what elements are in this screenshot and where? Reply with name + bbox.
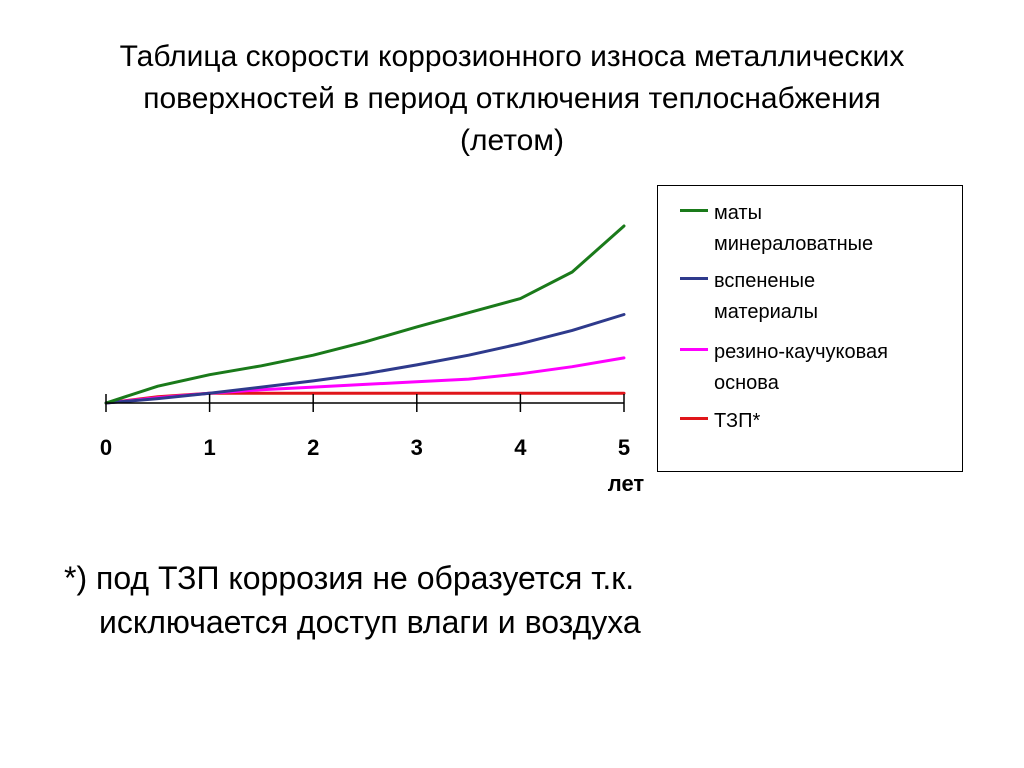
x-tick-label: 0 (100, 435, 112, 460)
x-tick-label: 1 (203, 435, 215, 460)
x-tick-label: 2 (307, 435, 319, 460)
legend: маты минераловатные вспененые материалы … (657, 185, 963, 472)
legend-label: материалы (714, 301, 818, 323)
legend-swatch-mats (680, 209, 708, 212)
legend-label: ТЗП* (714, 410, 761, 432)
x-axis-label: лет (608, 471, 645, 496)
x-axis: 0 1 2 3 4 5 лет (100, 394, 645, 496)
footnote: *) под ТЗП коррозия не образуется т.к. и… (64, 556, 641, 644)
x-tick-label: 5 (618, 435, 630, 460)
series-layer (104, 224, 626, 405)
title-line-3: (летом) (460, 124, 564, 157)
x-tick-label: 4 (514, 435, 527, 460)
legend-label: минераловатные (714, 233, 874, 255)
series-line-1 (104, 313, 626, 405)
page-title: Таблица скорости коррозионного износа ме… (0, 36, 1024, 162)
legend-swatch-rubber (680, 348, 708, 351)
title-line-1: Таблица скорости коррозионного износа ме… (119, 40, 905, 73)
x-tick-label: 3 (411, 435, 423, 460)
legend-label: маты (714, 202, 762, 224)
legend-swatch-tzp (680, 417, 708, 420)
title-line-2: поверхностей в период отключения теплосн… (143, 82, 881, 115)
footnote-line-2: исключается доступ влаги и воздуха (99, 604, 641, 640)
legend-label: резино-каучуковая (714, 341, 888, 363)
footnote-line-1: *) под ТЗП коррозия не образуется т.к. (64, 560, 635, 596)
series-line-0 (104, 224, 626, 405)
legend-swatch-foam (680, 277, 708, 280)
legend-label: вспененые (714, 270, 816, 292)
legend-label: основа (714, 372, 779, 394)
